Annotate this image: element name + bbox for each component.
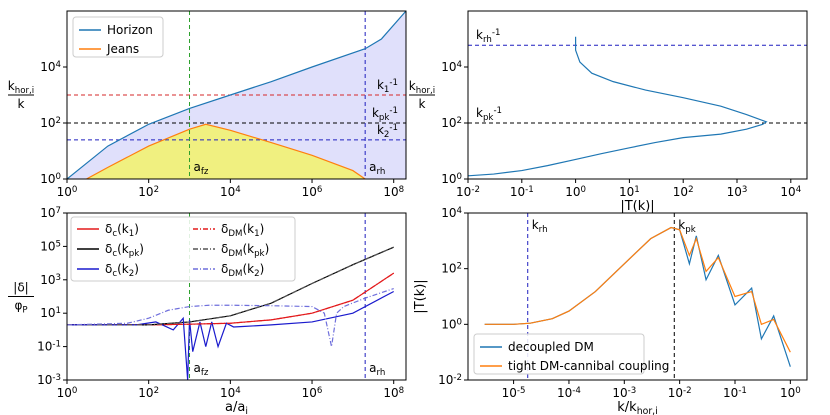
y-tick-label-0: 100 [40, 172, 61, 186]
x-tick-label-5: 100 [780, 386, 801, 400]
plot-area [67, 213, 395, 380]
hline-label-0: k1-1 [377, 78, 398, 95]
hline-label-1: kpk-1 [476, 106, 502, 123]
x-tick-label-2: 104 [220, 185, 241, 199]
x-tick-label-4: 102 [673, 185, 694, 199]
series-line-0 [67, 11, 406, 179]
series-line-1 [67, 246, 394, 326]
y-tick-label-1: 102 [40, 116, 61, 130]
legend-label-1: δc(kpk) [105, 242, 144, 259]
x-tick-label-3: 101 [619, 185, 640, 199]
x-tick-label-1: 102 [138, 185, 159, 199]
hline-label-0: krh-1 [476, 28, 500, 45]
y-tick-label-5: 107 [40, 206, 61, 220]
series-line-5 [67, 287, 394, 347]
plot-area [468, 36, 807, 177]
y-tick-label-1: 102 [441, 116, 462, 130]
x-tick-label-4: 108 [383, 386, 404, 400]
legend-label-5: δDM(k2) [221, 262, 264, 279]
axes-frame [467, 10, 808, 180]
x-tick-label-2: 100 [565, 185, 586, 199]
y-tick-label-1: 10-1 [37, 340, 61, 354]
y-tick-label-2: 104 [441, 60, 462, 74]
vline-label-1: kpk [678, 218, 695, 235]
x-tick-label-1: 102 [138, 386, 159, 400]
hline-label-2: k2-1 [377, 123, 398, 140]
legend-label-3: δDM(k1) [221, 222, 264, 239]
y-tick-label-0: 100 [441, 172, 462, 186]
vline-label-1: arh [369, 160, 385, 177]
vline-label-0: afz [194, 160, 209, 177]
x-tick-label-2: 104 [220, 386, 241, 400]
legend-box [72, 16, 164, 58]
legend: decoupled DM tight DM-cannibal coupling [473, 333, 669, 375]
y-axis-label-denominator: k [18, 97, 25, 111]
x-axis-label: k/khor,i [617, 400, 657, 415]
x-tick-label-3: 106 [302, 386, 323, 400]
panel-density-contrast: 100 102 104 106 108 10-3 10-1 101 103 105 107 a/ai |… [8, 206, 407, 415]
legend-label-2: δc(k2) [105, 262, 139, 279]
series-line-1 [484, 226, 791, 353]
plot-area [484, 213, 791, 380]
y-axis-label-denominator: φP [14, 299, 27, 316]
vline-label-0: krh [532, 218, 548, 235]
x-tick-label-4: 108 [383, 185, 404, 199]
legend-box [473, 333, 645, 375]
legend-label-0: decoupled DM [508, 340, 594, 354]
y-tick-label-3: 104 [441, 206, 462, 220]
y-tick-label-2: 101 [40, 306, 61, 320]
y-axis-label-numerator: |δ| [13, 281, 28, 295]
x-tick-label-5: 103 [727, 185, 748, 199]
y-tick-label-4: 105 [40, 239, 61, 253]
x-tick-label-3: 106 [302, 185, 323, 199]
axes-frame [467, 212, 808, 381]
x-axis-label: a/ai [225, 400, 248, 415]
panel-horizon-jeans: 100 102 104 106 108 100 102 104 khor,ik k1-1 kpk-1… [8, 10, 407, 199]
x-tick-label-0: 100 [57, 386, 78, 400]
x-axis-label: |T(k)| [620, 199, 654, 214]
legend-label-1: Jeans [106, 42, 139, 56]
x-tick-label-3: 10-2 [668, 386, 692, 400]
x-tick-label-0: 100 [57, 185, 78, 199]
y-tick-label-1: 100 [441, 317, 462, 331]
x-tick-label-6: 104 [780, 185, 801, 199]
y-tick-label-3: 103 [40, 273, 61, 287]
axes-frame [66, 10, 407, 180]
legend-label-0: δc(k1) [105, 222, 139, 239]
vline-label-1: arh [369, 361, 385, 378]
y-axis-label: |T(k)| [413, 279, 428, 313]
legend-label-0: Horizon [107, 23, 153, 37]
x-tick-label-0: 10-5 [502, 386, 526, 400]
y-tick-label-2: 102 [441, 262, 462, 276]
x-tick-label-1: 10-1 [510, 185, 534, 199]
series-line-2 [67, 290, 394, 380]
x-tick-label-1: 10-4 [557, 386, 581, 400]
legend-box [70, 216, 296, 282]
x-tick-label-4: 10-1 [723, 386, 747, 400]
vline-label-0: afz [194, 361, 209, 378]
panel-transfer-function: 10-5 10-4 10-3 10-2 10-1 100 10-2 100 102 104 k/kh… [413, 206, 808, 415]
y-axis-label-numerator: khor,i [8, 79, 34, 96]
y-tick-label-0: 10-2 [438, 373, 462, 387]
y-tick-label-0: 10-3 [37, 373, 61, 387]
y-axis-label-denominator: k [419, 97, 426, 111]
legend-label-1: tight DM-cannibal coupling [508, 359, 669, 373]
hline-label-1: kpk-1 [372, 106, 398, 123]
series-fill-1 [86, 124, 366, 179]
legend: δc(k1) δc(kpk) δc(k2) δDM(k1) δDM(kpk) δDM(k2… [70, 216, 296, 282]
series-line-1 [86, 123, 366, 179]
x-tick-label-2: 10-3 [612, 386, 636, 400]
y-tick-label-2: 104 [40, 60, 61, 74]
series-line-3 [67, 272, 395, 326]
x-tick-label-0: 10-2 [456, 185, 480, 199]
plot-area [67, 11, 406, 179]
y-axis-label-numerator: khor,i [409, 79, 435, 96]
axes-frame [66, 212, 407, 381]
panel-transfer-inverse: 10-2 10-1 100 101 102 103 104 100 102 104 |T(k)| kh… [409, 10, 808, 214]
legend: Horizon Jeans [72, 16, 164, 58]
legend-label-4: δDM(kpk) [221, 242, 269, 259]
series-line-0 [468, 36, 768, 177]
